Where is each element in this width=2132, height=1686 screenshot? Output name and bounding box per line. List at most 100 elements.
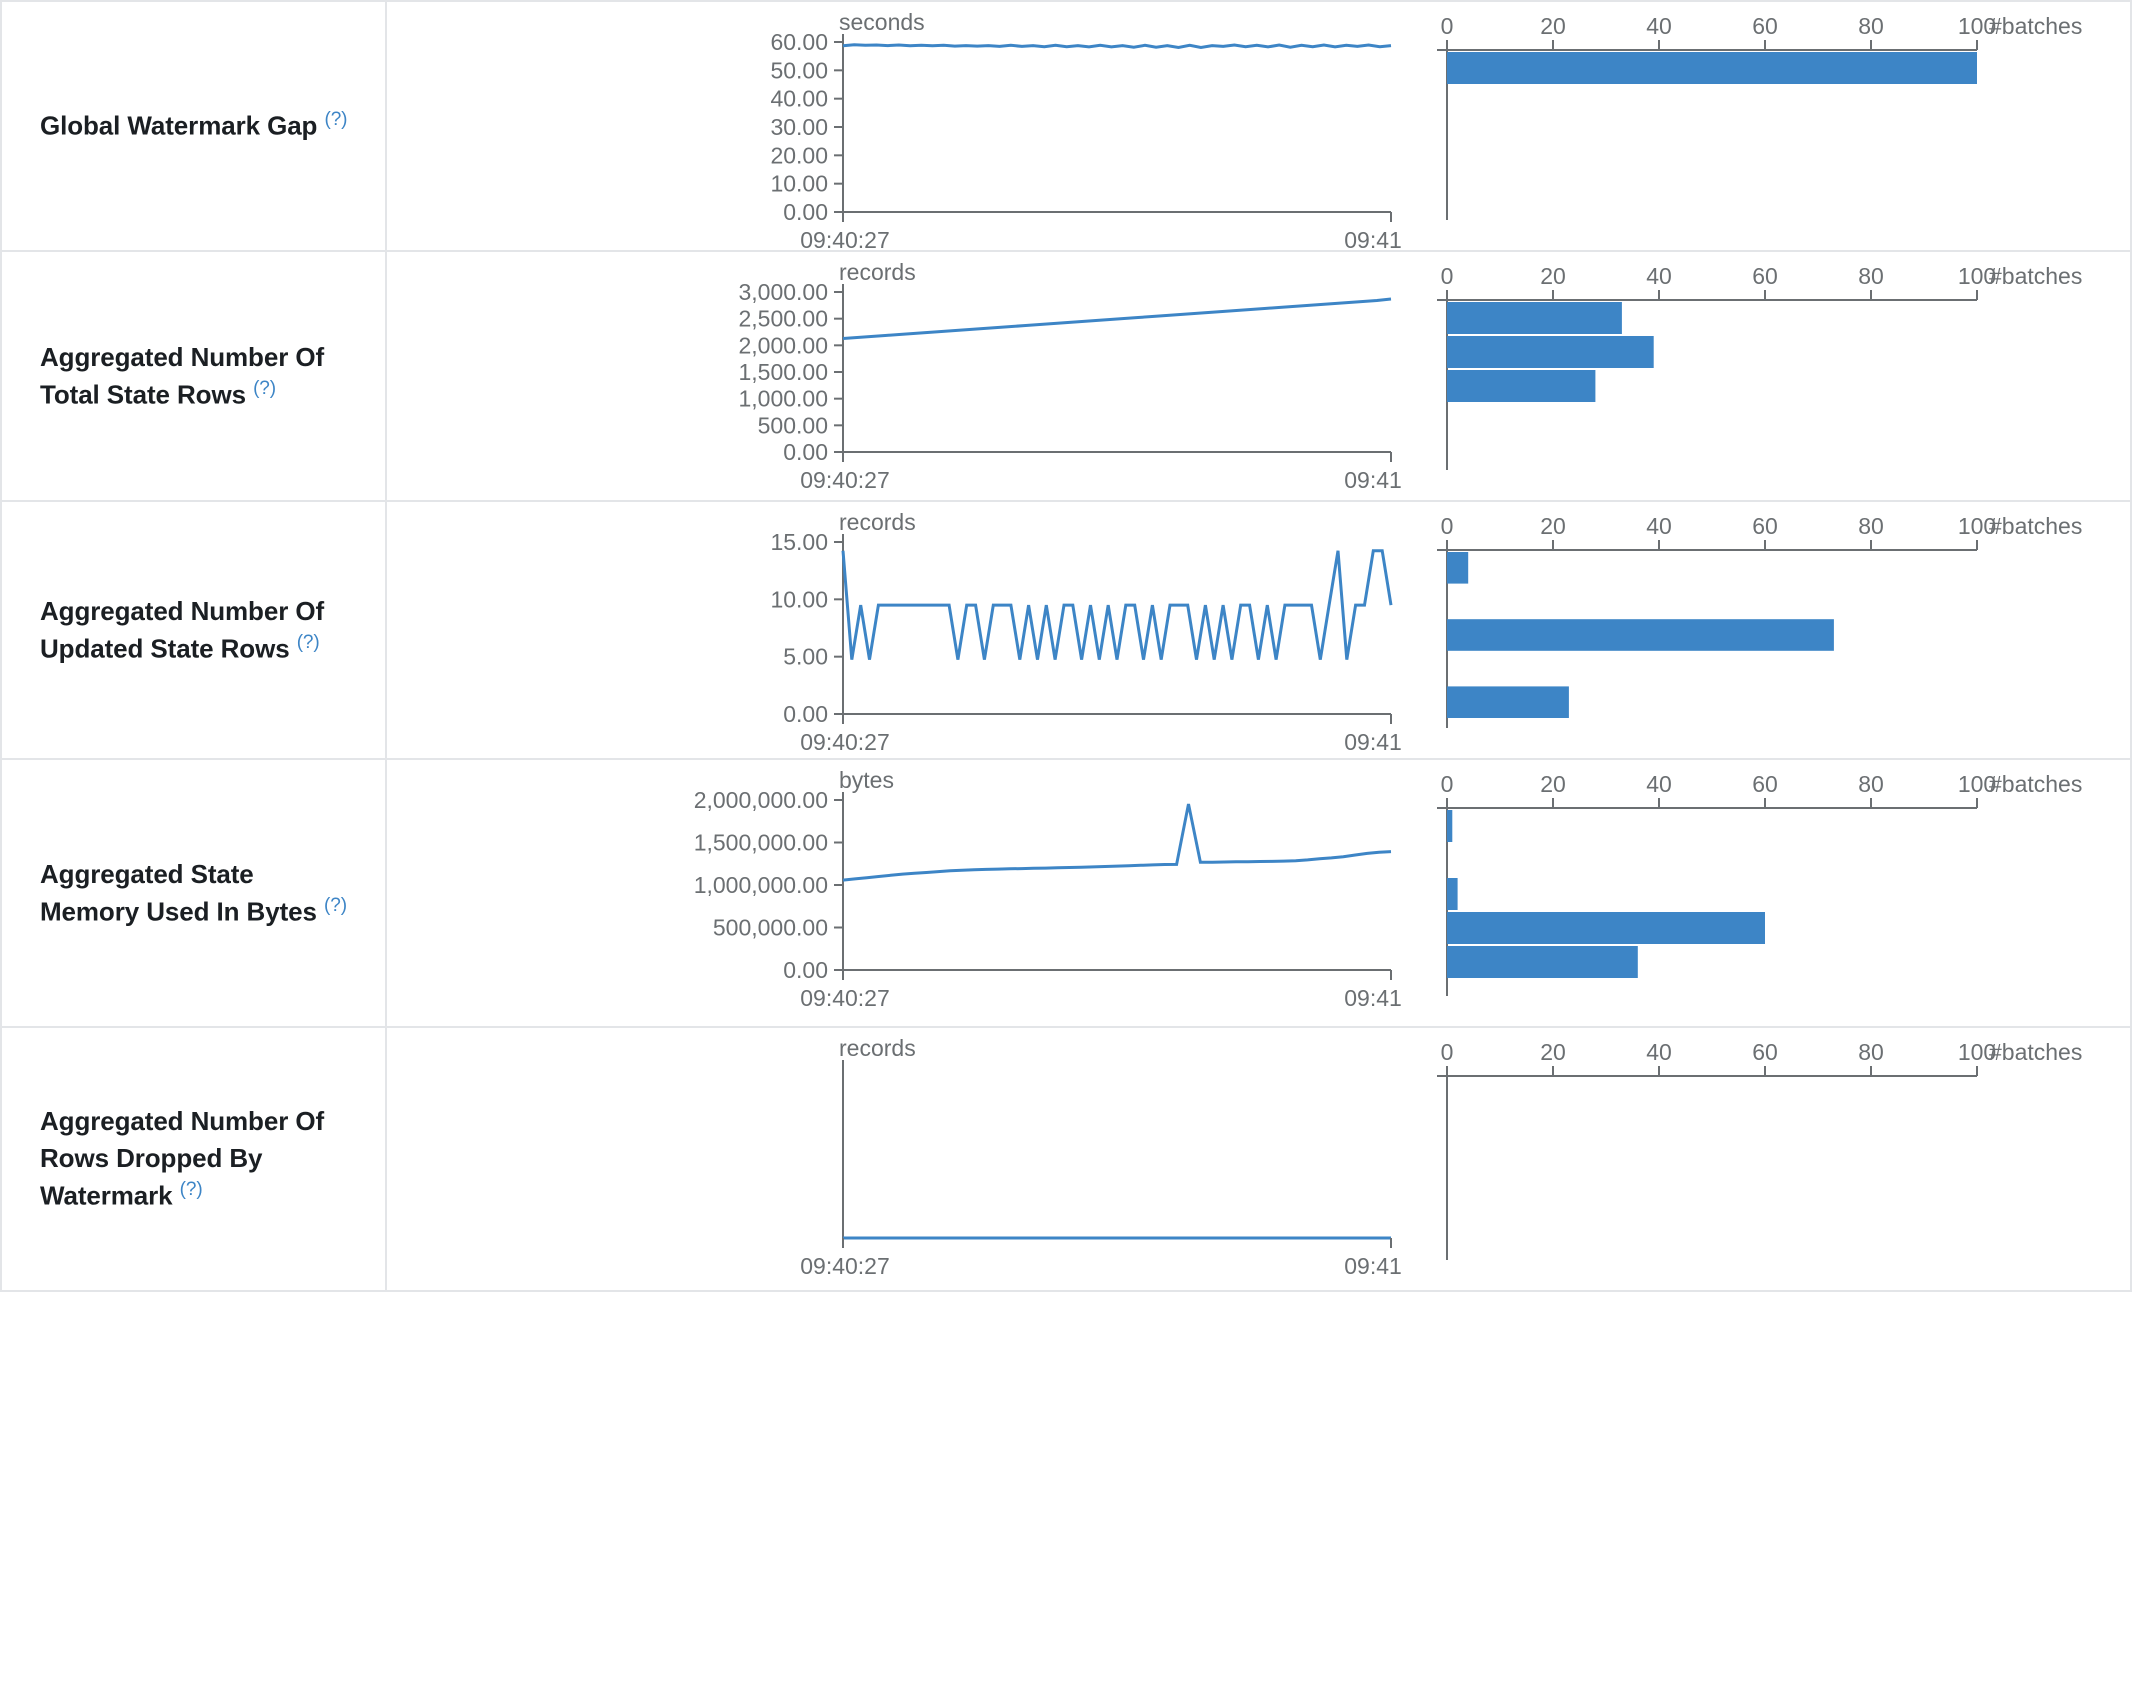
hist-tick-label: 80 — [1858, 771, 1884, 797]
metric-row: Aggregated Number Of Rows Dropped By Wat… — [0, 1027, 2132, 1291]
y-tick-label: 0.00 — [783, 701, 828, 727]
hist-unit-label: #batches — [1989, 1039, 2082, 1065]
timeline-unit-label: records — [839, 259, 916, 285]
timeline-unit-label: seconds — [839, 9, 925, 35]
metric-row: Aggregated Number Of Total State Rows (?… — [0, 251, 2132, 501]
hist-unit-label: #batches — [1989, 513, 2082, 539]
histogram-pane[interactable]: 0 20 40 60 80 100 #batches — [1401, 760, 2130, 1026]
y-tick-label: 40.00 — [770, 86, 828, 112]
metric-help-icon[interactable]: (?) — [179, 1179, 203, 1201]
hist-tick-label: 40 — [1646, 263, 1672, 289]
timeline-chart: records 0.00500.001,000.001,500.002,000.0… — [738, 259, 1401, 493]
hist-bar — [1447, 336, 1654, 368]
hist-tick-label: 40 — [1646, 771, 1672, 797]
metric-label-cell: Aggregated State Memory Used In Bytes (?… — [0, 759, 387, 1027]
timeline-unit-label: records — [839, 1035, 916, 1061]
y-tick-label: 2,000,000.00 — [694, 787, 828, 813]
histogram-chart: 0 20 40 60 80 100#batches — [1437, 13, 2082, 220]
y-tick-label: 0.00 — [783, 439, 828, 465]
hist-tick-label: 80 — [1858, 513, 1884, 539]
metric-help-icon[interactable]: (?) — [324, 894, 347, 916]
x-tick-end: 09:41:56 — [1344, 1253, 1401, 1279]
y-tick-label: 1,000.00 — [738, 386, 828, 412]
metric-charts-cell: seconds 0.00 10.00 20.00 30.00 40.00 50.00 60.0… — [386, 1, 2132, 251]
metric-title-text: Aggregated Number Of Updated State Rows — [40, 595, 325, 664]
hist-unit-label: #batches — [1989, 263, 2082, 289]
y-tick-label: 60.00 — [770, 29, 828, 55]
x-tick-start: 09:40:27 — [800, 729, 890, 755]
x-tick-start: 09:40:27 — [800, 467, 890, 493]
hist-tick-label: 20 — [1540, 13, 1566, 39]
y-tick-label: 5.00 — [783, 644, 828, 670]
histogram-pane[interactable]: 0 20 40 60 80 100 #batches — [1401, 252, 2130, 500]
histogram-pane[interactable]: 0 20 40 60 80 100 #batches — [1401, 502, 2130, 758]
metric-row: Aggregated Number Of Updated State Rows … — [0, 501, 2132, 759]
hist-bar — [1447, 552, 1469, 584]
timeline-series — [841, 549, 1393, 660]
timeline-series — [842, 297, 1392, 340]
timeline-series — [842, 803, 1392, 882]
y-tick-label: 2,500.00 — [738, 306, 828, 332]
hist-tick-label: 60 — [1752, 513, 1778, 539]
timeline-pane[interactable]: bytes 0.00 500,000.00 1,000,000.00 1,500,000… — [387, 760, 1401, 1026]
metric-title: Aggregated Number Of Total State Rows (?… — [40, 339, 351, 413]
metric-charts-cell: records 0.00 5.00 10.00 15.00 09:40:27 09:41:5… — [386, 501, 2132, 759]
histogram-chart: 0 20 40 60 80 100#batches — [1437, 771, 2082, 996]
x-tick-start: 09:40:27 — [800, 985, 890, 1011]
x-tick-start: 09:40:27 — [800, 1253, 890, 1279]
hist-bar — [1447, 912, 1765, 944]
timeline-unit-label: bytes — [839, 767, 894, 793]
metric-title-text: Aggregated Number Of Total State Rows — [40, 341, 325, 410]
hist-bar — [1447, 302, 1622, 334]
y-tick-label: 1,000,000.00 — [694, 872, 828, 898]
metric-help-icon[interactable]: (?) — [296, 631, 320, 653]
histogram-chart: 0 20 40 60 80 100#batches — [1437, 513, 2082, 728]
metric-label-cell: Aggregated Number Of Total State Rows (?… — [0, 251, 387, 501]
hist-tick-label: 0 — [1441, 13, 1454, 39]
y-tick-label: 1,500.00 — [738, 359, 828, 385]
hist-bar — [1447, 686, 1569, 718]
y-tick-label: 1,500,000.00 — [694, 830, 828, 856]
metric-help-icon[interactable]: (?) — [253, 377, 276, 399]
y-tick-label: 20.00 — [770, 142, 828, 168]
hist-tick-label: 40 — [1646, 1039, 1672, 1065]
metric-title: Aggregated State Memory Used In Bytes (?… — [40, 856, 351, 930]
x-tick-end: 09:41:56 — [1344, 985, 1401, 1011]
hist-tick-label: 40 — [1646, 513, 1672, 539]
timeline-pane[interactable]: records 09:40:27 09:41:56 — [387, 1028, 1401, 1290]
metric-help-icon[interactable]: (?) — [324, 109, 348, 131]
hist-bar — [1447, 370, 1596, 402]
hist-tick-label: 80 — [1858, 13, 1884, 39]
hist-tick-label: 100 — [1958, 1039, 1996, 1065]
timeline-pane[interactable]: records 0.00 5.00 10.00 15.00 09:40:27 09:41:5… — [387, 502, 1401, 758]
timeline-pane[interactable]: records 0.00 500.00 1,000.00 1,500.00 2,000.0… — [387, 252, 1401, 500]
metric-charts-cell: records 09:40:27 09:41:56 0 20 40 60 80 100#batc… — [386, 1027, 2132, 1291]
hist-tick-label: 0 — [1441, 1039, 1454, 1065]
timeline-chart: bytes 0.00 500,000.00 1,000,000.00 1,500,000… — [694, 767, 1401, 1011]
y-tick-label: 15.00 — [770, 529, 828, 555]
hist-tick-label: 80 — [1858, 263, 1884, 289]
x-tick-end: 09:41:56 — [1344, 467, 1401, 493]
y-tick-label: 30.00 — [770, 114, 828, 140]
timeline-series — [842, 43, 1392, 50]
hist-bar — [1447, 878, 1458, 910]
hist-tick-label: 20 — [1540, 263, 1566, 289]
histogram-pane[interactable]: 0 20 40 60 80 100 #batches — [1401, 2, 2130, 250]
hist-tick-label: 0 — [1441, 513, 1454, 539]
hist-tick-label: 0 — [1441, 263, 1454, 289]
y-tick-label: 500,000.00 — [713, 915, 828, 941]
histogram-chart: 0 20 40 60 80 100#batches — [1437, 263, 2082, 470]
hist-tick-label: 80 — [1858, 1039, 1884, 1065]
metric-label-cell: Global Watermark Gap (?) — [0, 1, 387, 251]
timeline-pane[interactable]: seconds 0.00 10.00 20.00 30.00 40.00 50.00 60.0… — [387, 2, 1401, 250]
histogram-chart: 0 20 40 60 80 100#batches — [1437, 1039, 2082, 1260]
y-tick-label: 3,000.00 — [738, 279, 828, 305]
hist-tick-label: 60 — [1752, 263, 1778, 289]
metric-label-cell: Aggregated Number Of Updated State Rows … — [0, 501, 387, 759]
metric-row: Global Watermark Gap (?) seconds 0.00 10.00… — [0, 1, 2132, 251]
metric-title-text: Global Watermark Gap — [40, 110, 318, 141]
histogram-pane[interactable]: 0 20 40 60 80 100 #batches — [1401, 1028, 2130, 1290]
y-tick-label: 500.00 — [758, 412, 828, 438]
